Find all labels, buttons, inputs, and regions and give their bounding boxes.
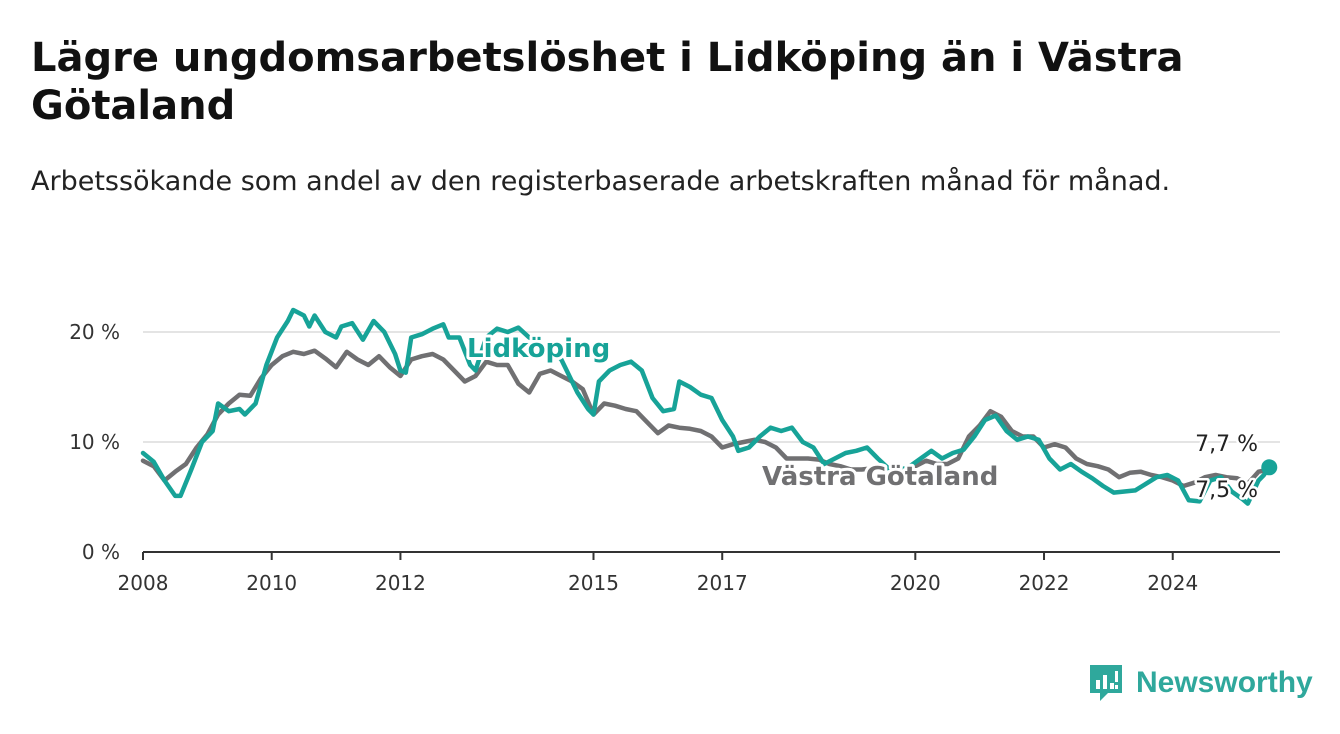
end-value-label-vastra-gotaland: 7,5 %: [1195, 478, 1258, 503]
y-tick-label: 10 %: [69, 430, 120, 454]
x-tick-label: 2012: [375, 571, 426, 595]
brand-name: Newsworthy: [1136, 666, 1313, 699]
x-tick-label: 2015: [568, 571, 619, 595]
chart-subtitle: Arbetssökande som andel av den registerb…: [31, 166, 1171, 197]
series-line: [140, 348, 1272, 489]
x-axis-ticks: 2008 2010 2012 2015 2017 2020 2022 2024: [118, 552, 1198, 595]
newsworthy-logo-icon: [1090, 665, 1122, 701]
newsworthy-logo[interactable]: Newsworthy: [1088, 661, 1313, 705]
x-tick-label: 2022: [1019, 571, 1070, 595]
y-tick-label: 0 %: [82, 540, 120, 564]
x-tick-label: 2010: [246, 571, 297, 595]
x-tick-label: 2008: [118, 571, 169, 595]
y-axis-ticks: 0 % 10 % 20 %: [69, 320, 120, 564]
grid: [143, 331, 1280, 553]
chart-title: Lägre ungdomsarbetslöshet i Lidköping än…: [31, 35, 1184, 129]
x-tick-label: 2017: [697, 571, 748, 595]
end-value-label-lidkoping: 7,7 %: [1195, 432, 1258, 457]
series-labels: Lidköping Västra Götaland 7,7 % 7,5 %: [464, 331, 1261, 506]
x-tick-label: 2020: [890, 571, 941, 595]
series-end-point: [1261, 459, 1278, 476]
line-chart: 0 % 10 % 20 % 2008 2010 2012 2015 2017 2020 2022…: [69, 307, 1280, 595]
series-label-vastra-gotaland: Västra Götaland: [762, 462, 998, 492]
x-tick-label: 2024: [1147, 571, 1198, 595]
series-lines: [140, 307, 1278, 506]
series-line: [140, 307, 1272, 506]
series-label-lidkoping: Lidköping: [467, 334, 610, 364]
y-tick-label: 20 %: [69, 320, 120, 344]
